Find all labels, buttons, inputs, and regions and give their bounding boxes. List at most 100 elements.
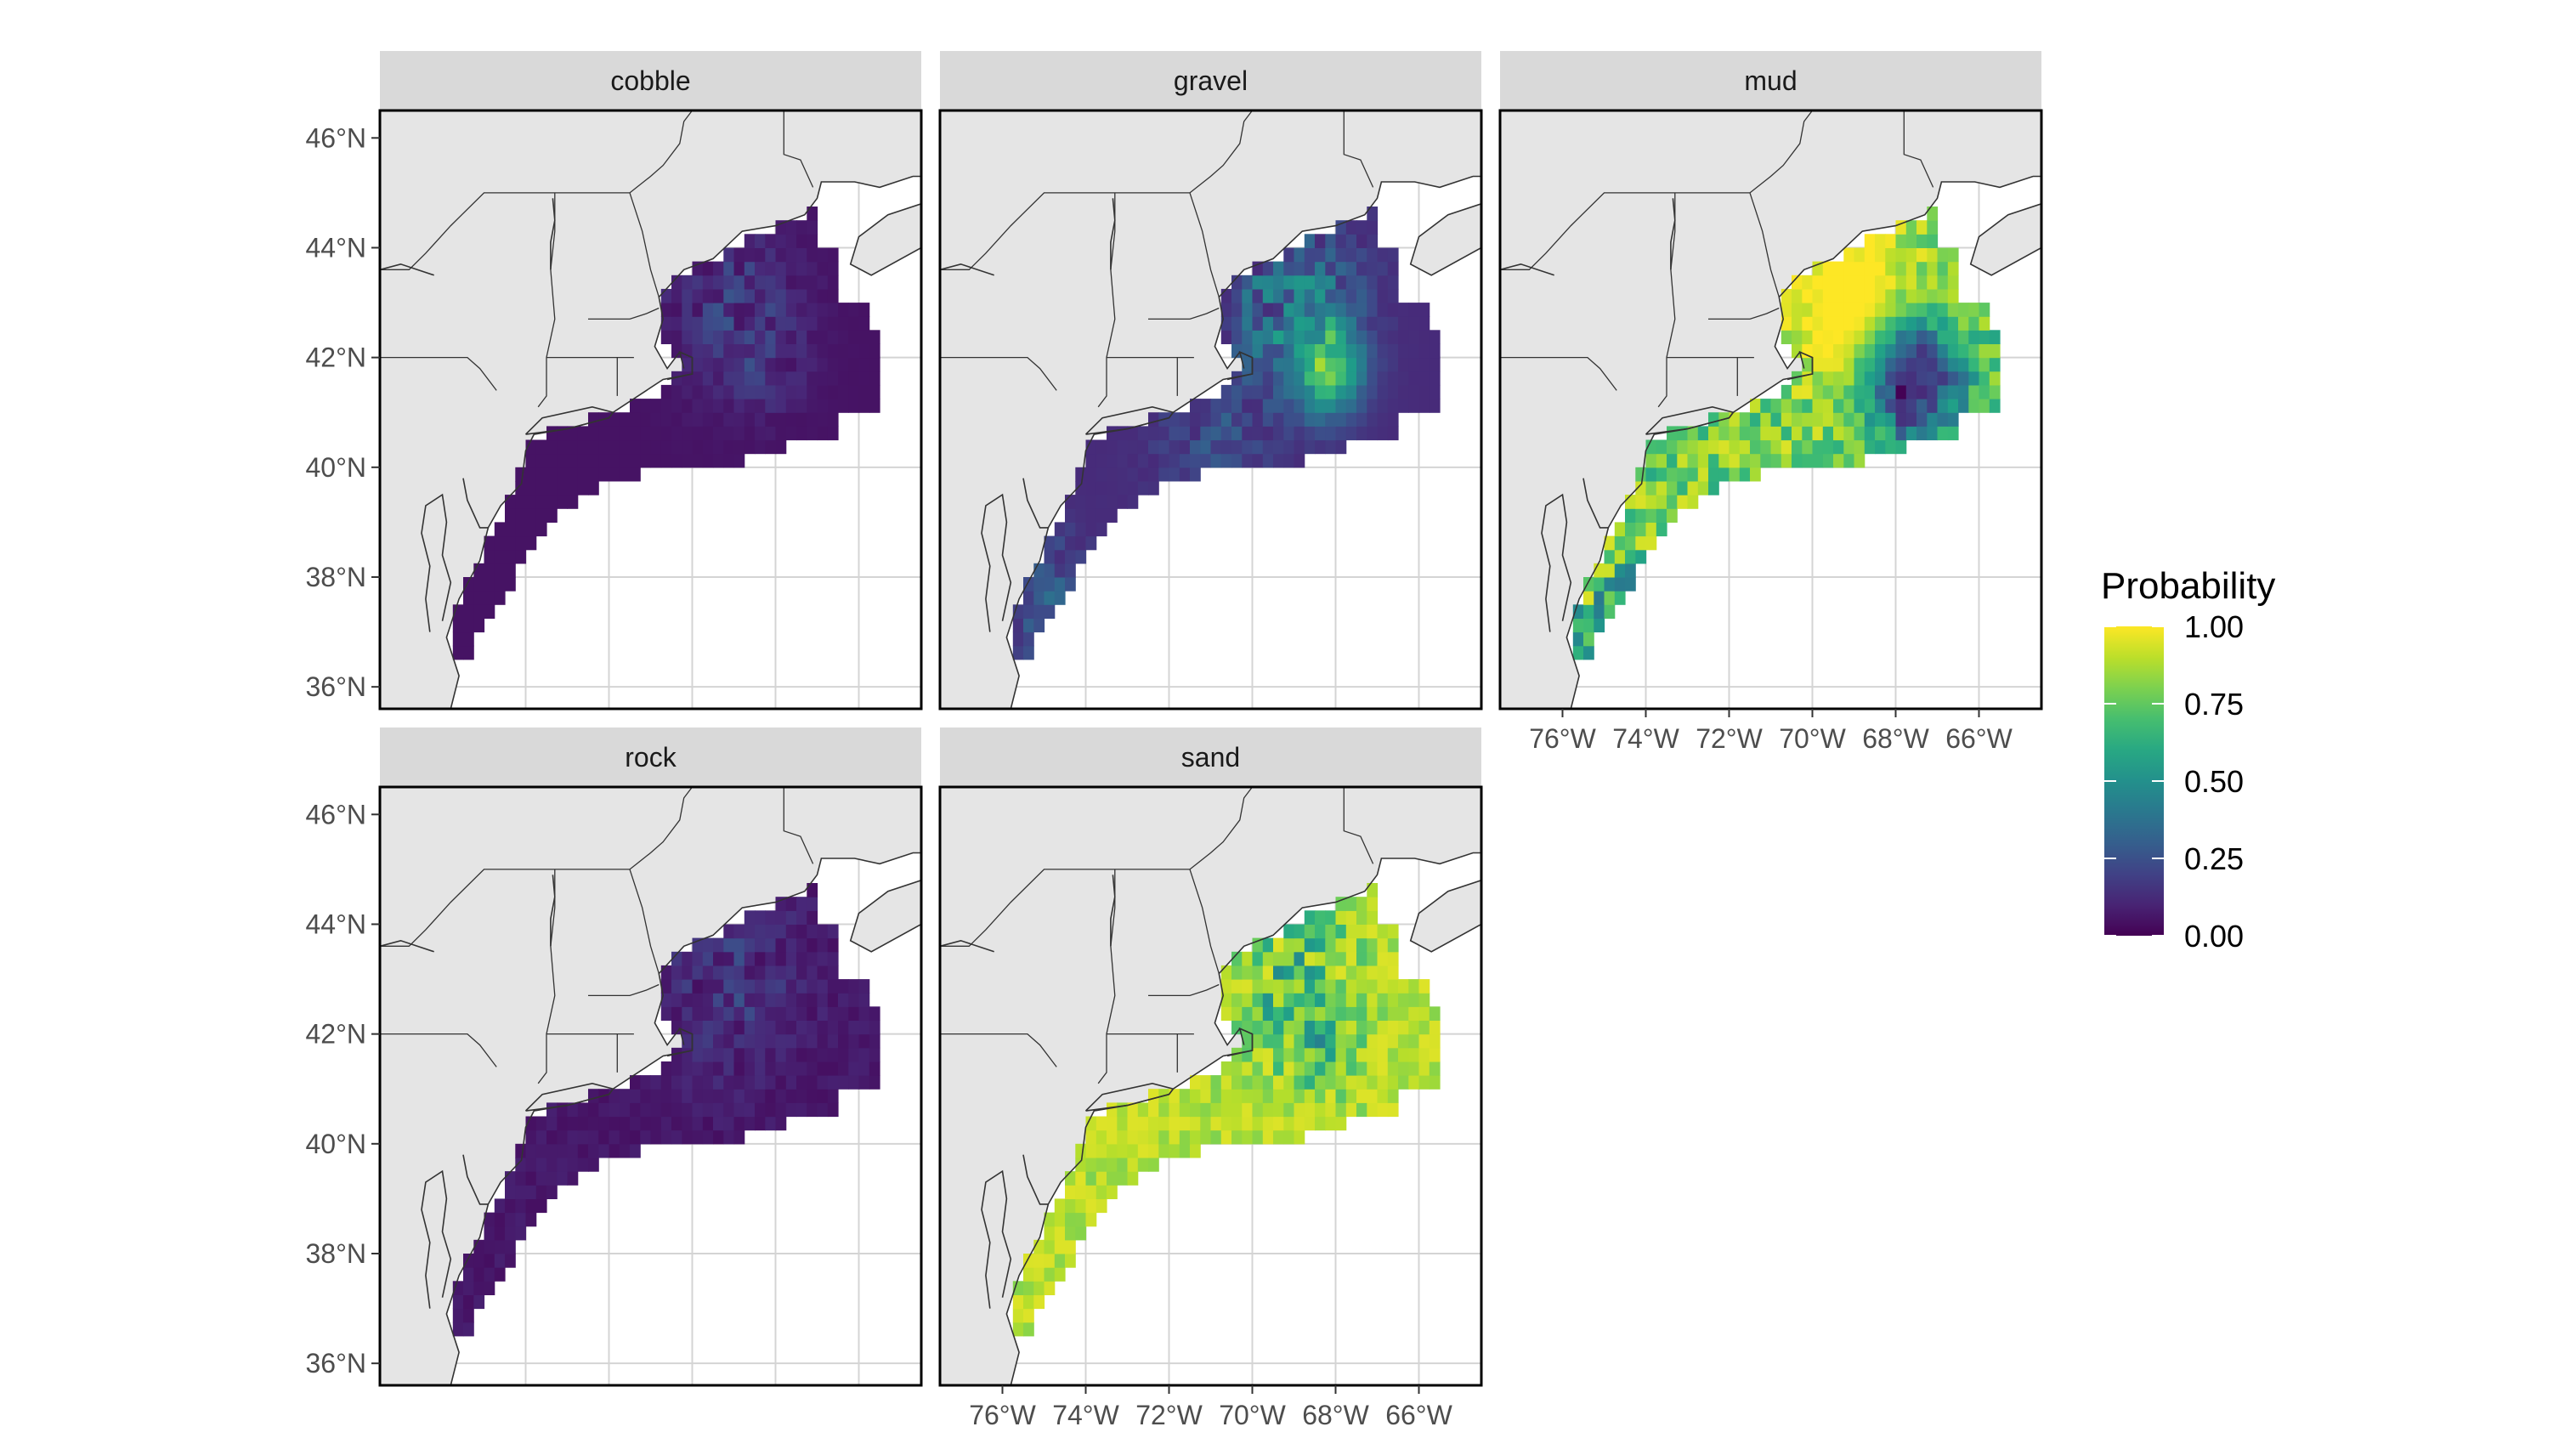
raster-cell xyxy=(682,1129,694,1145)
raster-cell xyxy=(546,439,558,455)
raster-cell xyxy=(1262,1047,1274,1062)
raster-cell xyxy=(660,1006,672,1021)
raster-cell xyxy=(817,357,829,372)
raster-cell xyxy=(1107,467,1118,482)
raster-cell xyxy=(1792,453,1803,468)
raster-cell xyxy=(1356,426,1367,441)
raster-cell xyxy=(1979,316,1990,331)
raster-cell xyxy=(755,261,766,276)
raster-cell xyxy=(723,1020,735,1035)
raster-cell xyxy=(1096,495,1107,509)
raster-cell xyxy=(1325,371,1337,386)
raster-cell xyxy=(702,330,714,344)
raster-cell xyxy=(1127,1143,1139,1158)
raster-cell xyxy=(1335,343,1347,359)
raster-cell xyxy=(702,412,714,427)
raster-cell xyxy=(1356,1102,1367,1118)
coastline-path xyxy=(445,852,921,1385)
raster-cell xyxy=(640,1075,652,1090)
raster-cell xyxy=(1356,1006,1367,1021)
raster-cell xyxy=(1367,288,1379,303)
raster-cell xyxy=(1875,371,1886,386)
raster-cell xyxy=(733,343,745,359)
raster-cell xyxy=(1697,467,1709,482)
raster-cell xyxy=(1408,303,1420,317)
raster-cell xyxy=(588,412,599,427)
chesapeake-bay-outline xyxy=(421,493,452,632)
raster-cell xyxy=(1065,563,1076,578)
raster-cell xyxy=(1418,979,1430,994)
raster-cell xyxy=(827,357,839,372)
raster-cell xyxy=(1958,399,1969,413)
raster-cell xyxy=(1864,399,1876,413)
raster-cell xyxy=(848,330,860,344)
raster-cell xyxy=(807,303,818,317)
raster-cell xyxy=(1273,1129,1284,1145)
raster-cell xyxy=(733,275,745,290)
raster-cell xyxy=(827,343,839,359)
raster-cell xyxy=(1625,535,1636,551)
raster-cell xyxy=(702,993,714,1007)
raster-cell xyxy=(1968,384,1980,399)
raster-cell xyxy=(1989,399,2001,413)
raster-cell xyxy=(1418,1006,1430,1021)
raster-cell xyxy=(1594,577,1605,592)
raster-cell xyxy=(494,1267,506,1282)
raster-cell xyxy=(1231,979,1243,994)
raster-cell xyxy=(1252,1102,1264,1118)
raster-cell xyxy=(817,1061,829,1076)
raster-cell xyxy=(1905,234,1917,248)
raster-cell xyxy=(1304,357,1316,372)
raster-cell xyxy=(1718,426,1730,441)
raster-cell xyxy=(1356,897,1367,911)
raster-cell xyxy=(1033,577,1045,592)
raster-cell xyxy=(1367,951,1379,966)
raster-cell xyxy=(546,453,558,468)
raster-cell xyxy=(1345,357,1357,372)
state-border xyxy=(380,356,497,391)
raster-cell xyxy=(702,951,714,966)
raster-cell xyxy=(1169,1102,1180,1118)
raster-cell xyxy=(515,1226,527,1241)
raster-cell xyxy=(869,371,880,386)
raster-cell xyxy=(733,1061,745,1076)
raster-cell xyxy=(733,439,745,455)
raster-cell xyxy=(1242,993,1254,1007)
raster-cell xyxy=(1335,357,1347,372)
raster-cell xyxy=(1802,412,1814,427)
raster-cell xyxy=(713,316,724,331)
raster-cell xyxy=(1231,316,1243,331)
raster-cell xyxy=(785,1102,797,1118)
raster-cell xyxy=(1739,412,1751,427)
x-tick-label: 70°W xyxy=(1219,1400,1286,1430)
raster-cell xyxy=(598,426,610,441)
raster-cell xyxy=(1065,549,1076,564)
raster-cell xyxy=(1033,591,1045,605)
raster-cell xyxy=(1304,1116,1316,1131)
raster-cell xyxy=(796,357,807,372)
raster-cell xyxy=(848,303,860,317)
raster-cell xyxy=(848,979,860,994)
raster-cell xyxy=(682,1047,694,1062)
raster-cell xyxy=(702,937,714,953)
raster-cell xyxy=(1220,1116,1232,1131)
raster-cell xyxy=(858,1006,870,1021)
raster-cell xyxy=(775,303,787,317)
raster-cell xyxy=(1315,910,1326,925)
raster-cell xyxy=(1864,288,1876,303)
raster-cell xyxy=(1335,1089,1347,1103)
raster-cell xyxy=(765,316,777,331)
raster-cell xyxy=(588,1143,599,1158)
raster-cell xyxy=(525,508,537,523)
raster-cell xyxy=(494,1254,506,1268)
raster-cell xyxy=(1367,937,1379,953)
raster-cell xyxy=(1387,1061,1399,1076)
raster-cell xyxy=(1905,357,1917,372)
raster-cell xyxy=(1356,357,1367,372)
raster-cell xyxy=(671,303,682,317)
raster-cell xyxy=(1947,384,1959,399)
raster-cell xyxy=(1190,1143,1201,1158)
raster-cell xyxy=(484,1239,495,1254)
raster-cell xyxy=(1262,1102,1274,1118)
raster-cell xyxy=(838,1075,849,1090)
